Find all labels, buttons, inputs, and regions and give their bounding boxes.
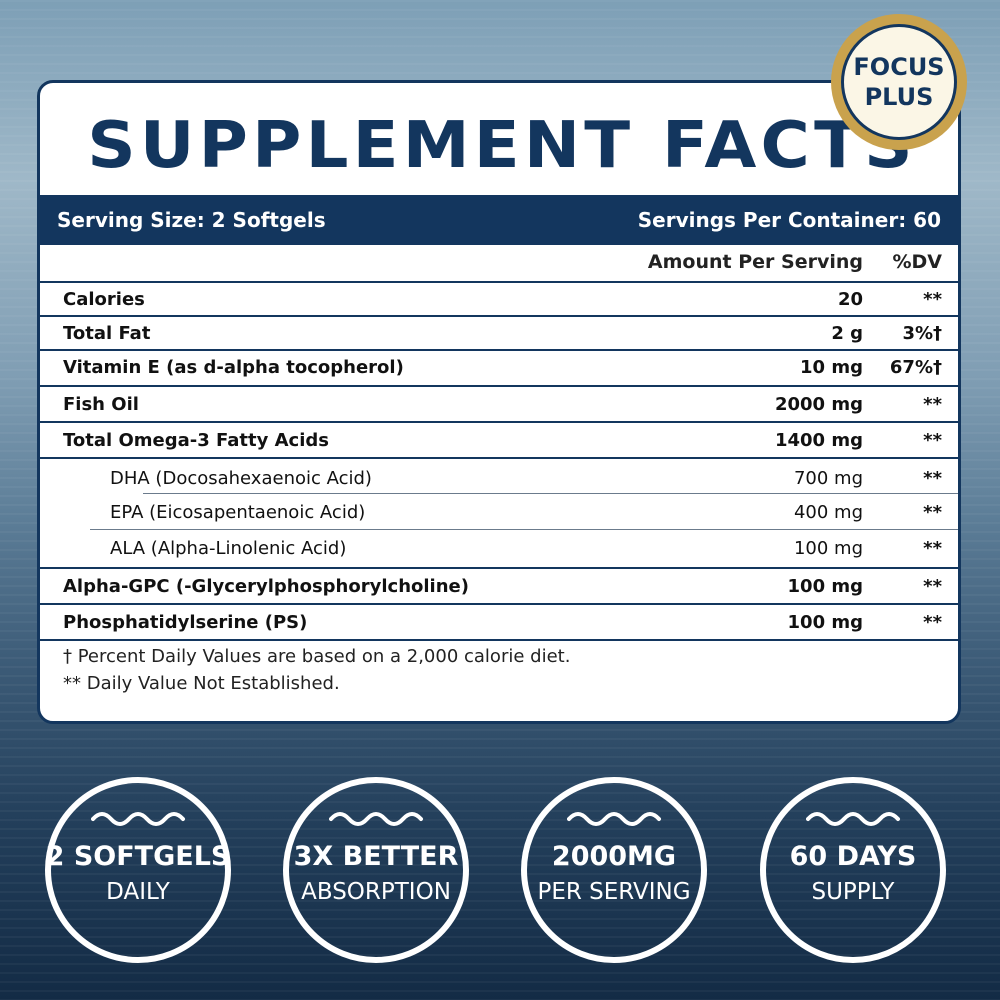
nutrient-dv: ** xyxy=(923,612,942,633)
dv-column-header: %DV xyxy=(892,251,942,273)
nutrient-dv: ** xyxy=(923,576,942,597)
row-divider xyxy=(40,349,958,351)
nutrient-dv: ** xyxy=(923,394,942,415)
supplement-facts-panel: SUPPLEMENT FACTS Serving Size: 2 Softgel… xyxy=(37,80,961,724)
nutrient-name: Total Fat xyxy=(63,323,151,344)
nutrient-name: Alpha-GPC (-Glycerylphosphorylcholine) xyxy=(63,576,469,597)
row-divider xyxy=(40,603,958,605)
facts-row-vitamin-e: Vitamin E (as d-alpha tocopherol) 10 mg … xyxy=(40,351,958,385)
feature-subtitle: PER SERVING xyxy=(537,879,691,905)
feature-circle-softgels: 2 SOFTGELS DAILY xyxy=(45,777,231,963)
nutrient-amount: 400 mg xyxy=(793,502,863,523)
nutrient-amount: 10 mg xyxy=(800,357,863,378)
nutrient-amount: 700 mg xyxy=(793,468,863,489)
sub-row-divider xyxy=(90,529,958,530)
row-divider xyxy=(40,315,958,317)
facts-row-calories: Calories 20 ** xyxy=(40,283,958,317)
footnotes: † Percent Daily Values are based on a 2,… xyxy=(63,643,570,697)
wave-icon xyxy=(91,812,185,826)
badge-line-1: FOCUS xyxy=(853,53,945,81)
nutrient-amount: 100 mg xyxy=(787,612,863,633)
sub-row-divider xyxy=(143,493,958,494)
nutrient-name: Total Omega-3 Fatty Acids xyxy=(63,430,329,451)
nutrient-amount: 1400 mg xyxy=(774,430,863,451)
badge-inner: FOCUS PLUS xyxy=(841,24,957,140)
facts-row-fish-oil: Fish Oil 2000 mg ** xyxy=(40,388,958,422)
feature-circle-supply: 60 DAYS SUPPLY xyxy=(760,777,946,963)
nutrient-amount: 20 xyxy=(837,289,863,310)
nutrient-name: ALA (Alpha-Linolenic Acid) xyxy=(110,538,347,559)
nutrient-dv: ** xyxy=(923,468,942,489)
amount-column-header: Amount Per Serving xyxy=(647,251,863,273)
wave-icon xyxy=(567,812,661,826)
nutrient-dv: ** xyxy=(923,289,942,310)
facts-row-dha: DHA (Docosahexaenoic Acid) 700 mg ** xyxy=(40,462,958,496)
nutrient-amount: 100 mg xyxy=(793,538,863,559)
feature-subtitle: ABSORPTION xyxy=(301,879,451,905)
serving-bar: Serving Size: 2 Softgels Servings Per Co… xyxy=(40,195,958,245)
wave-icon xyxy=(806,812,900,826)
row-divider xyxy=(40,457,958,459)
feature-circle-absorption: 3X BETTER ABSORPTION xyxy=(283,777,469,963)
feature-title: 2 SOFTGELS xyxy=(45,841,231,872)
nutrient-name: Calories xyxy=(63,289,145,310)
nutrient-amount: 2 g xyxy=(831,323,863,344)
nutrient-amount: 2000 mg xyxy=(774,394,863,415)
nutrient-dv: ** xyxy=(923,430,942,451)
row-divider xyxy=(40,385,958,387)
footnote-percent: † Percent Daily Values are based on a 2,… xyxy=(63,646,571,667)
nutrient-dv: 67%† xyxy=(889,357,942,378)
facts-row-omega-3: Total Omega-3 Fatty Acids 1400 mg ** xyxy=(40,424,958,458)
facts-row-alpha-gpc: Alpha-GPC (-Glycerylphosphorylcholine) 1… xyxy=(40,570,958,604)
row-divider xyxy=(40,567,958,569)
header-divider xyxy=(40,281,958,283)
nutrient-name: EPA (Eicosapentaenoic Acid) xyxy=(110,502,366,523)
nutrient-dv: ** xyxy=(923,502,942,523)
nutrient-name: DHA (Docosahexaenoic Acid) xyxy=(110,468,372,489)
nutrient-name: Phosphatidylserine (PS) xyxy=(63,612,308,633)
nutrient-dv: 3%† xyxy=(902,323,942,344)
facts-row-ala: ALA (Alpha-Linolenic Acid) 100 mg ** xyxy=(40,532,958,566)
wave-icon xyxy=(329,812,423,826)
facts-row-total-fat: Total Fat 2 g 3%† xyxy=(40,317,958,351)
feature-circle-dosage: 2000MG PER SERVING xyxy=(521,777,707,963)
feature-title: 2000MG xyxy=(551,841,677,872)
feature-subtitle: SUPPLY xyxy=(811,879,895,905)
feature-title: 3X BETTER xyxy=(293,841,459,872)
nutrient-dv: ** xyxy=(923,538,942,559)
feature-title: 60 DAYS xyxy=(789,841,917,872)
serving-size: Serving Size: 2 Softgels xyxy=(57,208,326,232)
footnote-not-established: ** Daily Value Not Established. xyxy=(63,673,340,694)
focus-plus-badge: FOCUS PLUS xyxy=(831,14,967,150)
panel-title: SUPPLEMENT FACTS xyxy=(87,109,917,183)
nutrient-name: Fish Oil xyxy=(63,394,139,415)
facts-row-phosphatidylserine: Phosphatidylserine (PS) 100 mg ** xyxy=(40,606,958,640)
row-divider xyxy=(40,639,958,641)
badge-line-2: PLUS xyxy=(864,83,934,111)
nutrient-amount: 100 mg xyxy=(787,576,863,597)
servings-per-container: Servings Per Container: 60 xyxy=(637,208,941,232)
nutrient-name: Vitamin E (as d-alpha tocopherol) xyxy=(63,357,404,378)
feature-subtitle: DAILY xyxy=(106,879,170,905)
row-divider xyxy=(40,421,958,423)
facts-row-epa: EPA (Eicosapentaenoic Acid) 400 mg ** xyxy=(40,496,958,530)
